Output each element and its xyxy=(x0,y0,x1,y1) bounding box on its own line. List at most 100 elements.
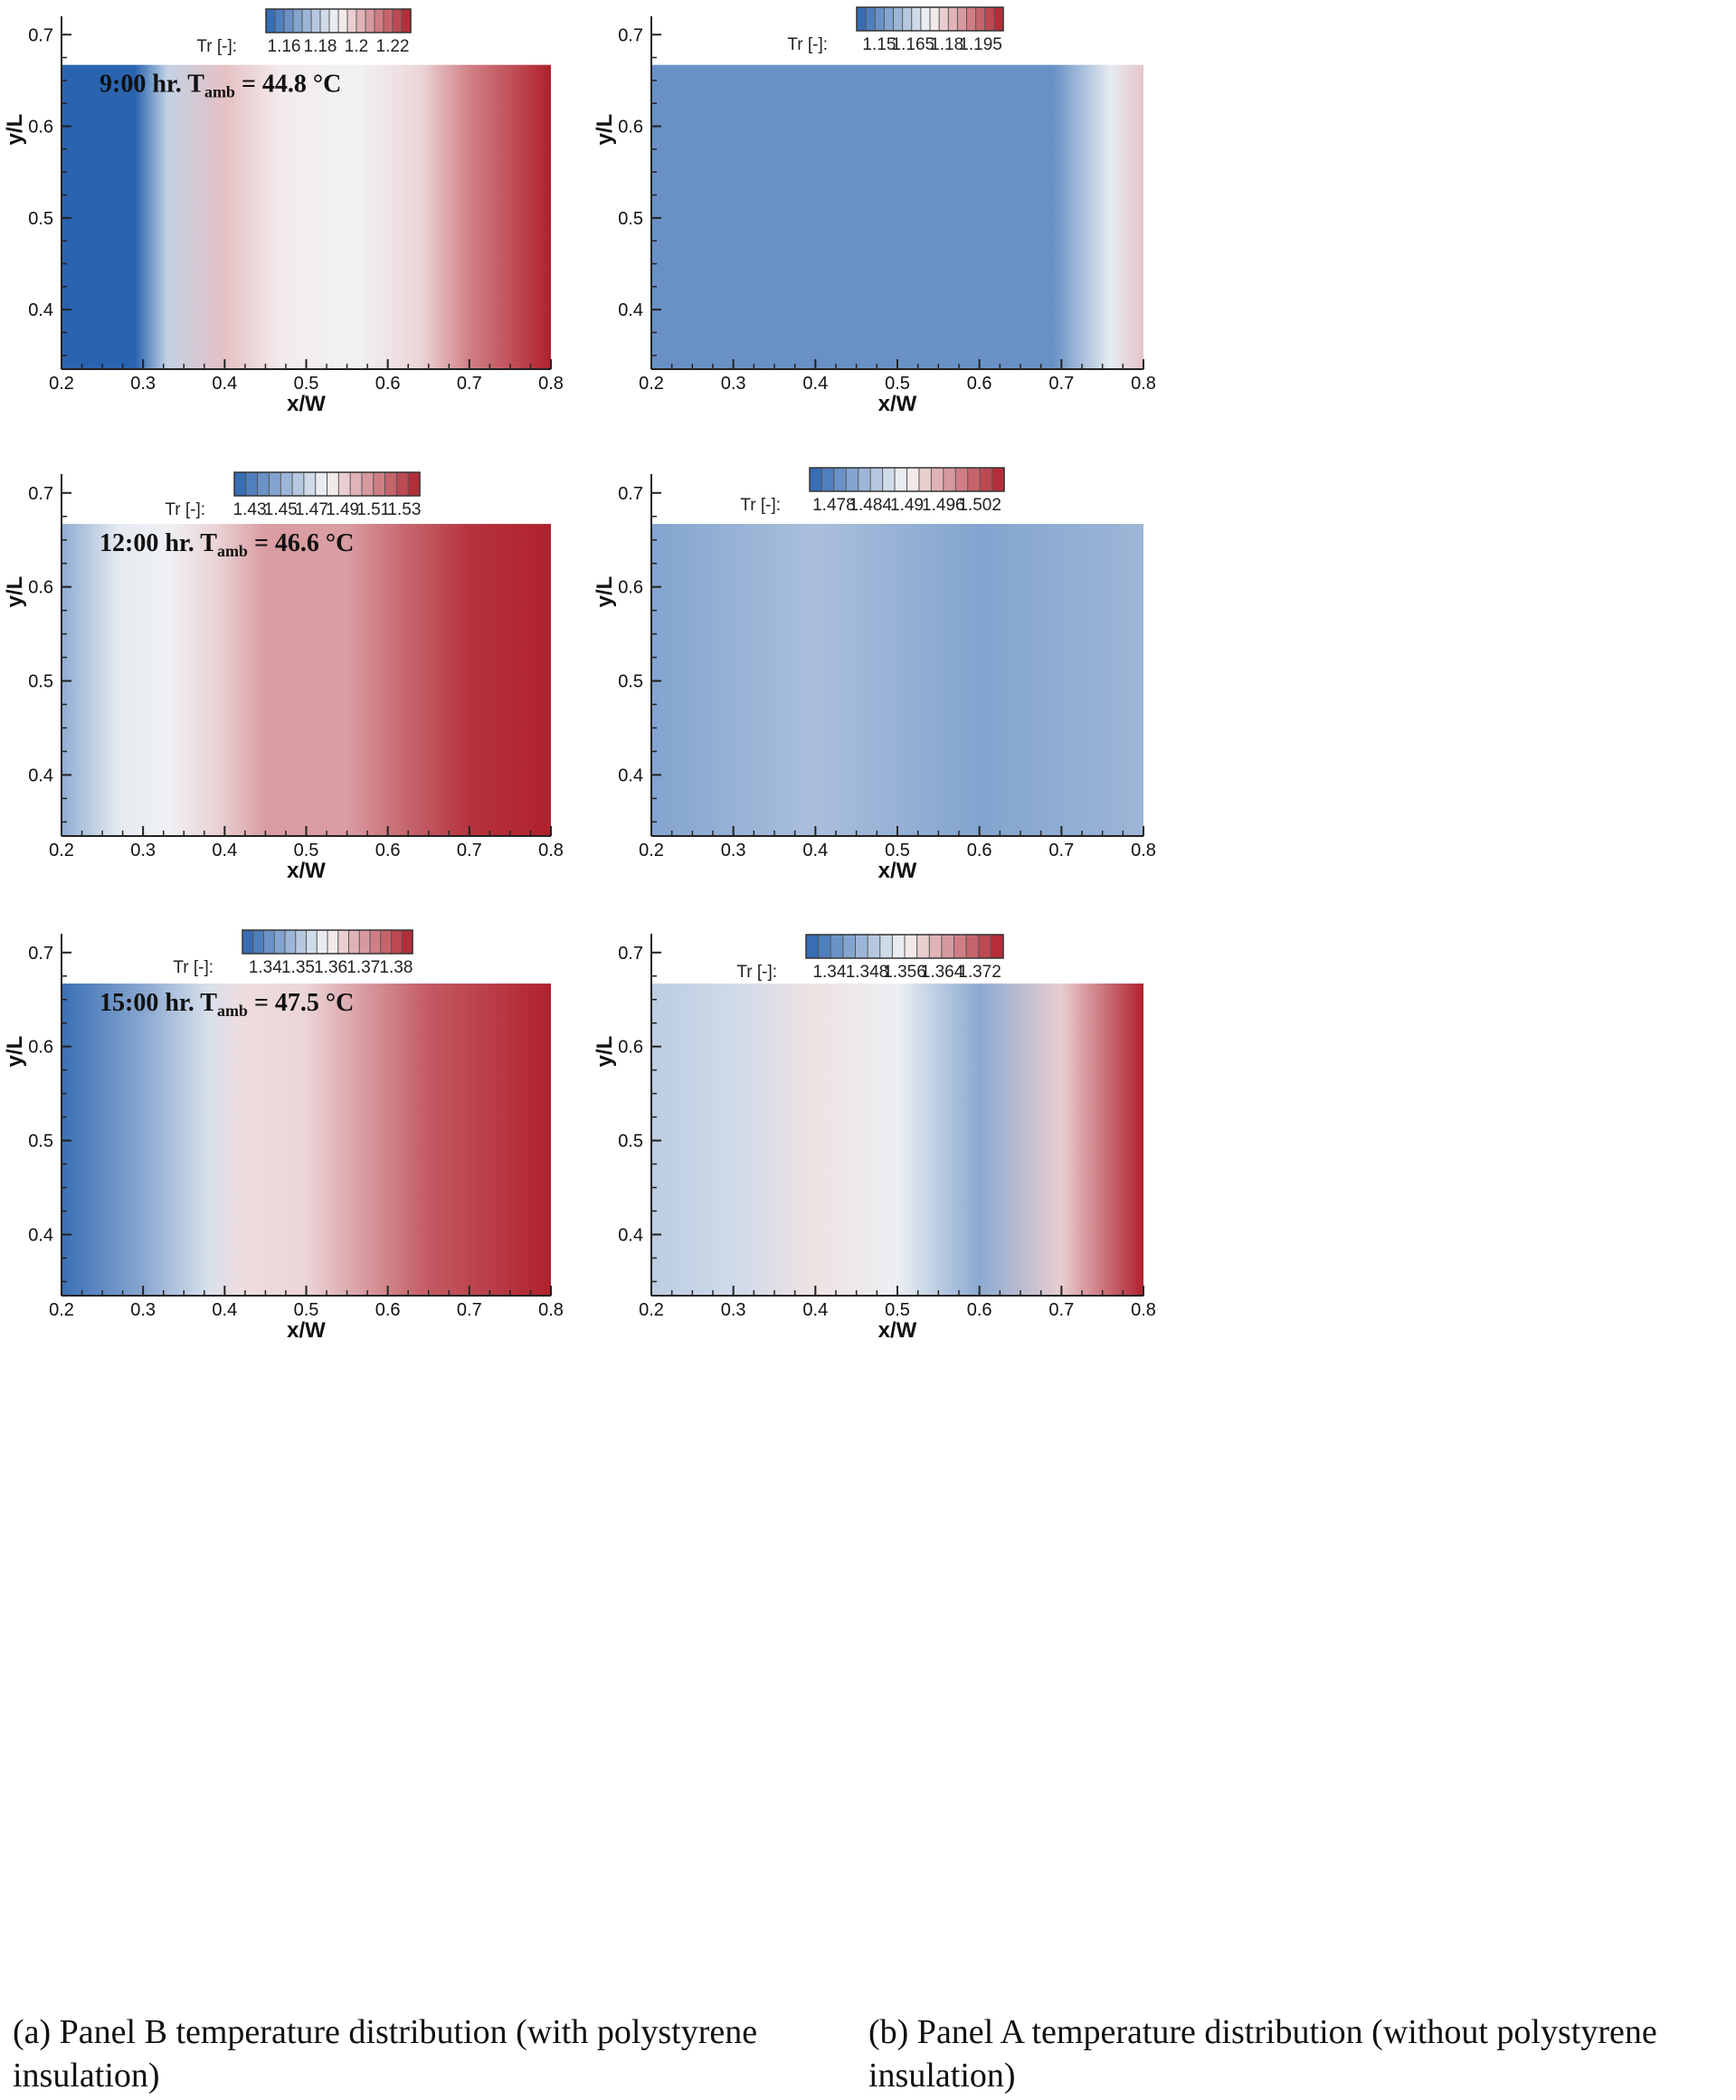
x-axis-label: x/W xyxy=(287,1318,326,1343)
x-tick-label: 0.6 xyxy=(967,374,992,394)
temperature-field xyxy=(62,524,551,836)
colorbar-segment xyxy=(911,7,922,31)
colorbar-segment xyxy=(361,472,375,496)
colorbar-tick-label: 1.2 xyxy=(345,37,368,56)
colorbar-tick-label: 1.15 xyxy=(862,35,896,54)
colorbar-frame xyxy=(809,467,1005,492)
colorbar-segment xyxy=(391,930,403,954)
colorbar-tick-label: 1.49 xyxy=(326,500,359,519)
colorbar-segment xyxy=(337,930,350,954)
time-annotation: 9:00 hr. Tamb = 44.8 °C xyxy=(100,71,341,101)
x-tick-label: 0.6 xyxy=(375,374,401,394)
colorbar-segment xyxy=(242,930,254,954)
colorbar-segment xyxy=(991,468,1005,491)
colorbar-segment xyxy=(347,9,357,33)
temperature-field xyxy=(651,983,1143,1296)
colorbar-segment xyxy=(402,9,412,33)
colorbar-tick-label: 1.364 xyxy=(921,963,964,982)
x-tick-label: 0.8 xyxy=(538,841,564,860)
x-axis-label: x/W xyxy=(878,859,917,883)
colorbar-segment xyxy=(359,930,371,954)
x-tick-label: 0.3 xyxy=(721,1300,746,1320)
chart-b2: 0.2 0.3 0.4 0.5 0.6 0.7 0.8 0.4 0.5 0.6 0.7 x/W y/L 1… xyxy=(593,467,1156,883)
colorbar-segment xyxy=(875,7,885,31)
y-tick-label: 0.6 xyxy=(28,578,53,598)
y-tick-label: 0.6 xyxy=(618,118,643,138)
colorbar-tick-label: 1.348 xyxy=(846,963,889,982)
x-tick-label: 0.7 xyxy=(457,1300,482,1320)
chart-a2: 0.2 0.3 0.4 0.5 0.6 0.7 0.8 0.4 0.5 0.6 0.7 x/W y/L 1… xyxy=(3,471,564,883)
colorbar-segment xyxy=(393,9,403,33)
x-tick-label: 0.5 xyxy=(294,1300,319,1320)
colorbar-tick-label: 1.18 xyxy=(930,35,963,54)
colorbar-segment xyxy=(941,935,955,958)
colorbar-segment xyxy=(274,930,286,954)
colorbar-segment xyxy=(948,7,958,31)
y-tick-label: 0.6 xyxy=(618,578,643,598)
y-tick-label: 0.5 xyxy=(618,209,643,229)
colorbar-segment xyxy=(252,930,265,954)
colorbar-segment xyxy=(384,472,397,496)
colorbar-segment xyxy=(895,468,908,491)
temperature-field xyxy=(62,64,551,370)
x-tick-label: 0.3 xyxy=(721,374,746,394)
colorbar-tick-label: 1.36 xyxy=(314,958,347,977)
colorbar-segment xyxy=(984,7,995,31)
x-tick-label: 0.6 xyxy=(967,1300,992,1320)
colorbar-segment xyxy=(245,472,259,496)
x-tick-label: 0.4 xyxy=(212,841,237,860)
colorbar-segment xyxy=(857,7,867,31)
colorbar-segment xyxy=(380,930,393,954)
colorbar-segment xyxy=(943,468,956,491)
colorbar-segment xyxy=(292,472,305,496)
x-tick-label: 0.7 xyxy=(1048,374,1074,394)
colorbar-label: Tr [-]: xyxy=(173,958,213,977)
colorbar-tick-label: 1.37 xyxy=(346,958,380,977)
colorbar-segment xyxy=(375,9,384,33)
y-tick-label: 0.7 xyxy=(28,25,53,45)
colorbar-segment xyxy=(966,7,977,31)
colorbar-segment xyxy=(858,468,871,491)
caption-b: (b) Panel A temperature distribution (wi… xyxy=(868,2013,1657,2095)
y-axis-label: y/L xyxy=(3,114,27,146)
x-tick-label: 0.7 xyxy=(457,374,482,394)
x-tick-label: 0.7 xyxy=(1048,1300,1074,1320)
colorbar-segment xyxy=(810,468,823,491)
colorbar-segment xyxy=(833,468,847,491)
colorbar-tick-label: 1.16 xyxy=(268,37,301,56)
colorbar-label: Tr [-]: xyxy=(740,496,781,515)
colorbar-segment xyxy=(953,935,967,958)
colorbar-segment xyxy=(356,9,366,33)
colorbar-tick-label: 1.45 xyxy=(264,500,298,519)
colorbar-segment xyxy=(365,9,375,33)
caption-a: (a) Panel B temperature distribution (wi… xyxy=(13,2013,758,2095)
colorbar-label: Tr [-]: xyxy=(165,500,205,519)
colorbar-tick-label: 1.496 xyxy=(922,496,965,515)
x-tick-label: 0.4 xyxy=(212,374,237,394)
colorbar-segment xyxy=(821,468,835,491)
colorbar-segment xyxy=(830,935,844,958)
colorbar-segment xyxy=(818,935,831,958)
chart-b3: 0.2 0.3 0.4 0.5 0.6 0.7 0.8 0.4 0.5 0.6 0.7 x/W y/L 1… xyxy=(593,934,1156,1343)
colorbar-frame xyxy=(265,8,412,33)
y-tick-label: 0.4 xyxy=(618,300,643,320)
colorbar-tick-label: 1.484 xyxy=(849,496,892,515)
y-axis-label: y/L xyxy=(593,114,617,146)
chart-b1: 0.2 0.3 0.4 0.5 0.6 0.7 0.8 0.4 0.5 0.6 0.7 x/W y/L 1… xyxy=(593,6,1156,416)
x-tick-label: 0.4 xyxy=(802,1300,828,1320)
colorbar-tick-label: 1.195 xyxy=(959,35,1002,54)
y-tick-label: 0.7 xyxy=(28,484,53,504)
colorbar-segment xyxy=(868,935,881,958)
colorbar-segment xyxy=(806,935,820,958)
colorbar-segment xyxy=(846,468,859,491)
y-tick-label: 0.7 xyxy=(618,944,643,964)
y-tick-label: 0.5 xyxy=(28,1132,53,1152)
y-axis-label: y/L xyxy=(593,1036,617,1068)
colorbar-tick-label: 1.478 xyxy=(812,496,856,515)
y-tick-label: 0.4 xyxy=(28,300,53,320)
y-tick-label: 0.4 xyxy=(618,1225,643,1245)
y-axis-label: y/L xyxy=(3,576,27,608)
temperature-field xyxy=(651,64,1143,370)
x-tick-label: 0.5 xyxy=(885,841,910,860)
y-axis-label: y/L xyxy=(593,576,617,608)
